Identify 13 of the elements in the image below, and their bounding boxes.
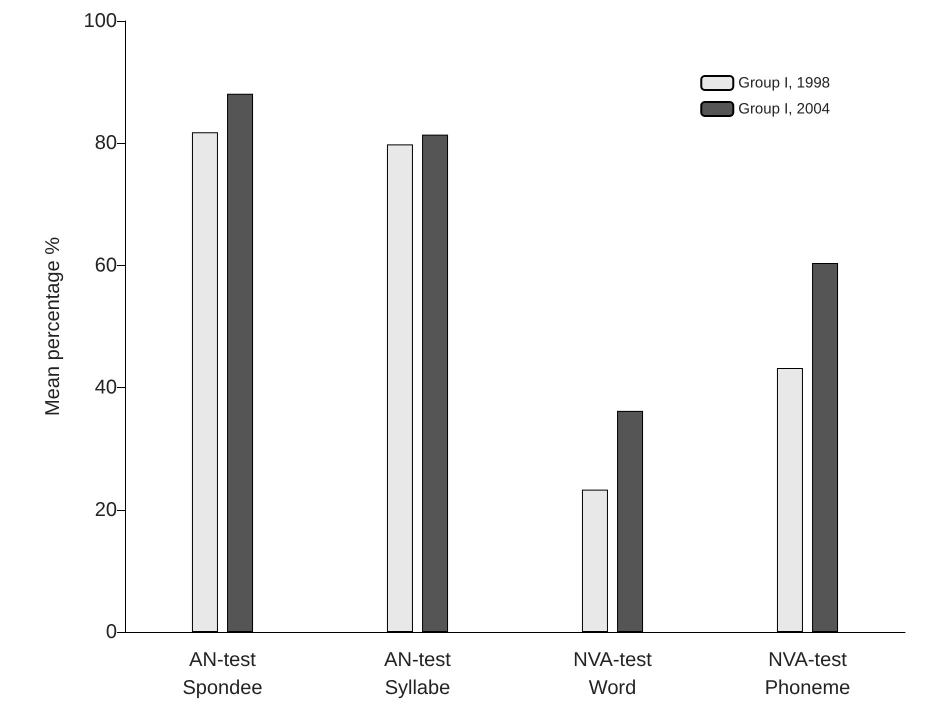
x-tick-label: NVA-test Word xyxy=(573,649,652,699)
y-tick-label: 40 xyxy=(94,376,117,399)
y-tick-label: 0 xyxy=(106,621,117,643)
x-tick-label: AN-test Syllabe xyxy=(384,649,452,699)
x-tick-label: NVA-test Phoneme xyxy=(764,649,850,699)
y-axis-title: Mean percentage % xyxy=(42,236,64,416)
legend-label: Group I, 2004 xyxy=(738,100,830,118)
y-tick-label: 80 xyxy=(94,132,117,154)
y-tick-label: 20 xyxy=(94,498,117,521)
y-tick-label: 100 xyxy=(84,10,117,32)
legend-label: Group I, 1998 xyxy=(738,74,830,92)
x-tick-label: AN-test Spondee xyxy=(182,649,263,699)
y-tick-label: 60 xyxy=(94,254,117,276)
